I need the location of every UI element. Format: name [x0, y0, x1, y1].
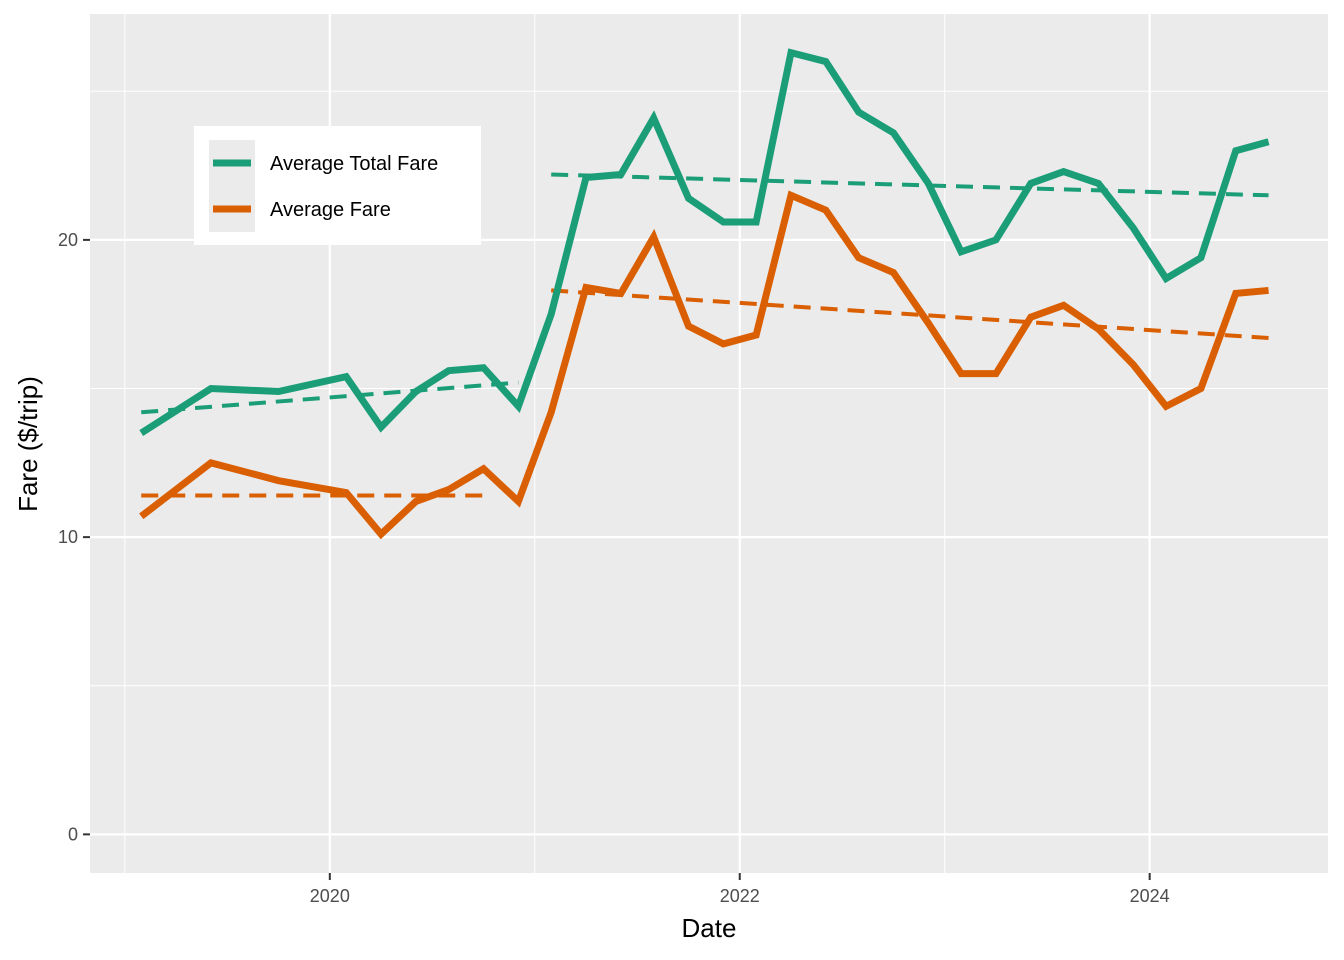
y-axis-title: Fare ($/trip)	[13, 376, 43, 512]
x-tick-label: 2020	[310, 886, 350, 906]
x-axis-ticks: 2020 2022 2024	[310, 873, 1170, 906]
legend-label: Average Total Fare	[270, 153, 438, 175]
y-tick-label: 10	[58, 527, 78, 547]
legend: Average Total Fare Average Fare	[194, 126, 481, 245]
x-tick-label: 2024	[1130, 886, 1170, 906]
y-axis-ticks: 0 10 20	[58, 230, 90, 844]
y-tick-label: 20	[58, 230, 78, 250]
x-axis-title: Date	[682, 913, 737, 943]
y-tick-label: 0	[68, 824, 78, 844]
series-line-average-total-fare	[139, 48, 1270, 437]
major-gridlines	[90, 14, 1328, 873]
trend-line-average-total-fare-post-2021	[551, 172, 1269, 198]
trend-line-average-fare-post-2021	[551, 288, 1269, 340]
trend-line-average-total-fare-pre-2021	[141, 380, 519, 415]
x-tick-label: 2022	[720, 886, 760, 906]
series-lines	[139, 48, 1270, 540]
series-line-average-fare	[139, 190, 1269, 540]
legend-label: Average Fare	[270, 199, 391, 221]
minor-gridlines	[90, 14, 1328, 873]
